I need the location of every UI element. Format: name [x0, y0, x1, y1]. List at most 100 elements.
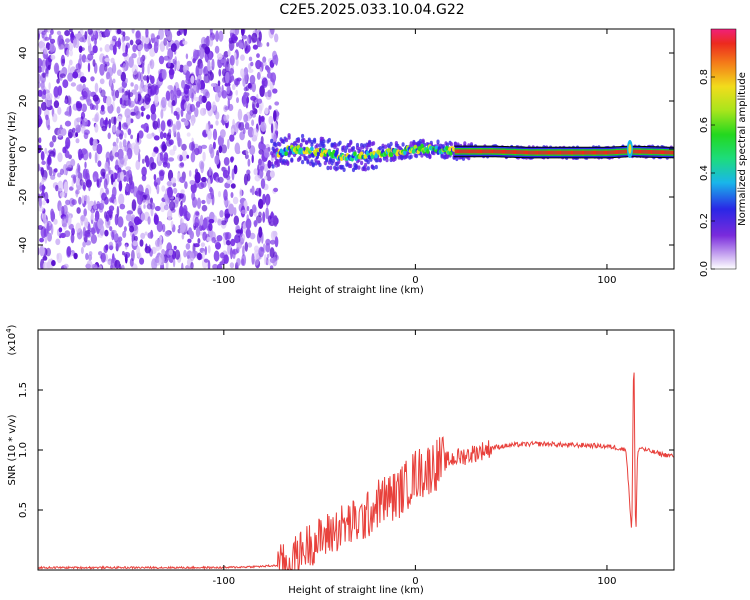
noise-cell: [99, 78, 105, 85]
signal-band-core: [560, 150, 562, 155]
signal-halo: [286, 161, 290, 166]
noise-cell: [57, 152, 63, 163]
noise-cell: [157, 29, 164, 40]
noise-cell: [210, 83, 217, 87]
signal-band-core: [456, 149, 459, 154]
noise-cell: [96, 201, 101, 209]
noise-cell: [172, 258, 176, 268]
signal-band-core: [505, 149, 507, 154]
chart-title: C2E5.2025.033.10.04.G22: [279, 2, 464, 18]
noise-cell: [153, 214, 159, 226]
signal-halo: [357, 165, 361, 170]
signal-band-core: [541, 150, 544, 155]
noise-cell: [173, 85, 177, 97]
noise-cell: [38, 144, 42, 150]
noise-cell: [58, 227, 63, 233]
noise-cell: [243, 113, 249, 123]
signal-band-core: [534, 150, 536, 155]
noise-cell: [150, 112, 157, 121]
noise-cell: [66, 49, 70, 58]
noise-cell: [109, 226, 113, 232]
signal-band-core: [538, 150, 540, 155]
noise-cell: [76, 101, 82, 112]
noise-cell: [176, 30, 181, 36]
noise-cell: [227, 63, 231, 71]
noise-cell: [161, 69, 167, 80]
signal-band-core: [652, 150, 655, 154]
noise-cell: [136, 132, 140, 143]
noise-cell: [143, 194, 148, 199]
signal-band-core: [573, 150, 575, 155]
signal-blob: [316, 151, 321, 157]
signal-band-core: [555, 150, 557, 155]
signal-band-core: [597, 150, 599, 155]
signal-halo: [389, 141, 393, 147]
signal-band-core: [485, 149, 487, 154]
signal-band-core: [473, 149, 476, 154]
noise-cell: [70, 82, 77, 87]
noise-cell: [259, 159, 265, 172]
noise-cell: [102, 55, 106, 65]
signal-band-core: [644, 149, 646, 154]
noise-cell: [208, 37, 214, 47]
signal-band-core: [657, 150, 660, 154]
noise-cell: [172, 123, 176, 134]
signal-blob: [386, 148, 391, 153]
signal-band-core: [508, 150, 510, 154]
noise-cell: [253, 249, 260, 260]
signal-band-core: [599, 150, 601, 155]
noise-cell: [233, 164, 238, 175]
noise-cell: [162, 144, 167, 152]
noise-cell: [47, 164, 50, 170]
signal-band-core: [518, 150, 521, 155]
signal-band-core: [564, 150, 567, 155]
noise-cell: [226, 85, 231, 95]
noise-cell: [176, 131, 181, 143]
noise-cell: [39, 182, 42, 193]
noise-cell: [214, 154, 220, 165]
top-ytick-label: -40: [18, 237, 29, 253]
noise-cell: [59, 73, 66, 78]
noise-cell: [49, 38, 56, 44]
signal-band-core: [501, 149, 504, 154]
noise-cell: [161, 185, 166, 192]
noise-cell: [140, 56, 144, 63]
signal-halo: [463, 141, 467, 146]
noise-cell: [153, 146, 159, 153]
signal-band-core: [646, 149, 648, 154]
signal-band-core: [595, 150, 597, 155]
signal-blob: [389, 152, 394, 158]
noise-cell: [84, 30, 88, 40]
signal-band-core: [598, 150, 600, 155]
signal-halo: [335, 166, 339, 171]
signal-band-core: [500, 149, 503, 154]
noise-cell: [182, 204, 188, 216]
noise-cell: [109, 43, 114, 51]
noise-cell: [228, 103, 234, 112]
noise-cell: [57, 106, 62, 115]
signal-halo: [347, 148, 352, 153]
noise-cell: [154, 256, 161, 263]
signal-band-core: [513, 150, 515, 154]
noise-cell: [200, 89, 205, 94]
noise-cell: [213, 250, 220, 262]
noise-cell: [266, 42, 270, 47]
noise-cell: [85, 252, 89, 261]
noise-cell: [249, 74, 256, 85]
signal-blob: [310, 146, 314, 152]
noise-cell: [41, 65, 45, 73]
noise-cell: [135, 30, 142, 42]
signal-band-core: [533, 150, 535, 155]
noise-cell: [233, 78, 240, 86]
noise-cell: [186, 154, 190, 159]
noise-cell: [82, 184, 86, 190]
noise-cell: [133, 216, 141, 226]
noise-cell: [75, 222, 81, 233]
noise-cell: [181, 262, 184, 269]
signal-band-core: [521, 150, 524, 155]
signal-band-core: [463, 149, 465, 154]
noise-cell: [145, 29, 149, 38]
noise-cell: [240, 54, 245, 61]
noise-cell: [199, 47, 205, 60]
noise-cell: [96, 143, 103, 155]
